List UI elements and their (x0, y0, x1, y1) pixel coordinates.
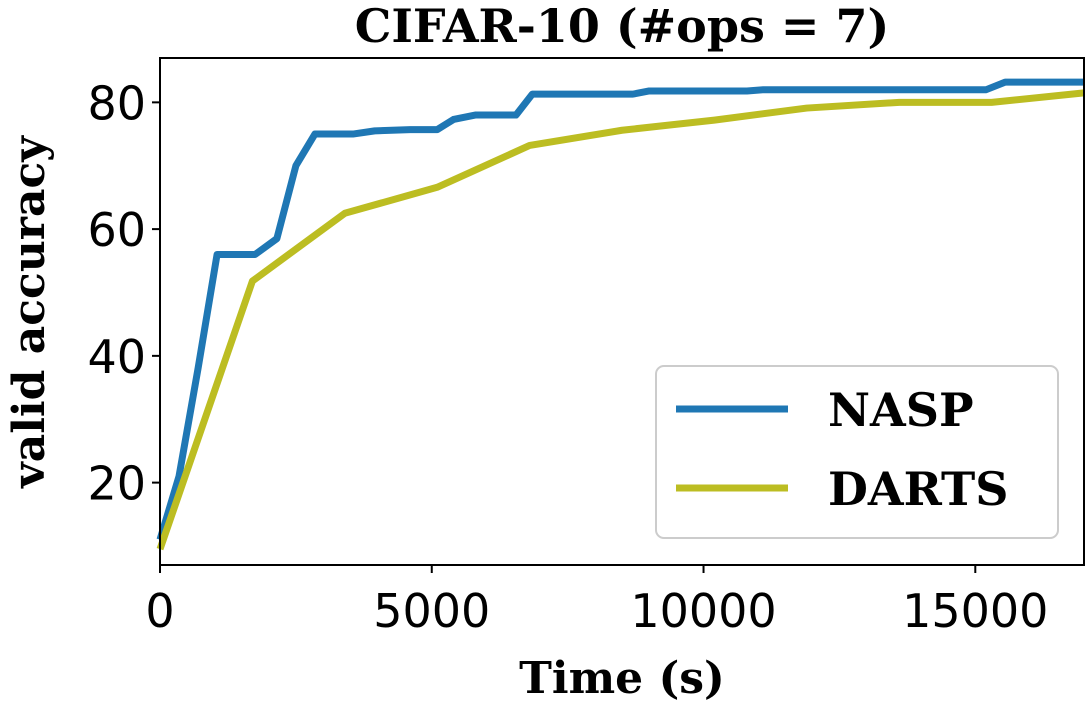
y-tick-label: 60 (87, 203, 146, 257)
y-tick-label: 20 (87, 457, 146, 511)
x-tick-label: 10000 (630, 584, 776, 638)
legend-label-darts: DARTS (828, 462, 1008, 516)
x-tick-label: 0 (145, 584, 174, 638)
x-axis-title: Time (s) (519, 653, 725, 703)
y-tick-label: 40 (87, 330, 146, 384)
x-tick-label: 5000 (373, 584, 490, 638)
x-tick-label: 15000 (902, 584, 1048, 638)
y-axis-title: valid accuracy (4, 135, 55, 489)
legend: NASP DARTS (655, 365, 1059, 539)
plot-frame (159, 57, 1085, 566)
series-line-darts (156, 89, 1085, 551)
series-line-nasp (156, 78, 1084, 541)
x-axis: 0 5000 10000 15000 (145, 565, 1048, 638)
legend-label-nasp: NASP (828, 383, 974, 437)
y-tick-label: 80 (87, 76, 146, 130)
plot-area (156, 78, 1085, 551)
y-axis: 20 40 60 80 (87, 76, 160, 511)
chart-title: CIFAR-10 (#ops = 7) (355, 0, 890, 53)
